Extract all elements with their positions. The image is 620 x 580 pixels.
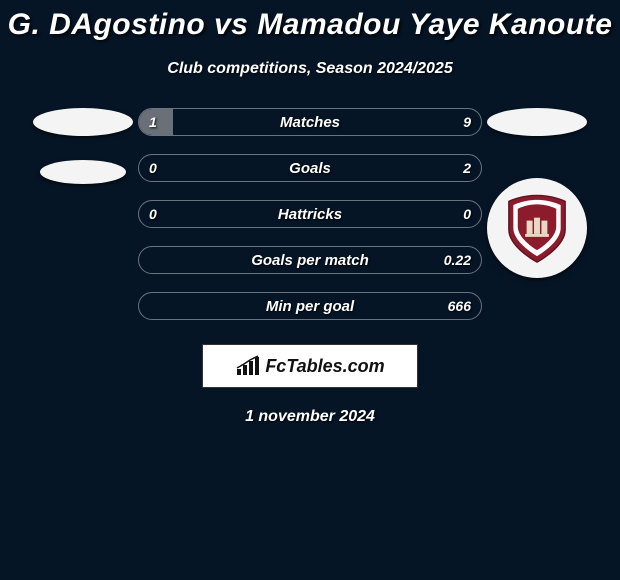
stat-row-goals: 0Goals2 <box>138 154 482 182</box>
stat-label: Hattricks <box>139 201 481 227</box>
stat-right-value: 666 <box>448 293 471 319</box>
stat-left-value: 0 <box>149 201 157 227</box>
stat-right-value: 0 <box>463 201 471 227</box>
stat-row-matches: 1Matches9 <box>138 108 482 136</box>
stat-left-value: 0 <box>149 155 157 181</box>
fctables-logo[interactable]: FcTables.com <box>202 344 418 388</box>
stat-label: Goals per match <box>139 247 481 273</box>
right-badge-column: TRAPANI <box>482 108 592 278</box>
left-badge-placeholder-2 <box>40 160 126 184</box>
stat-row-hattricks: 0Hattricks0 <box>138 200 482 228</box>
stat-label: Matches <box>139 109 481 135</box>
left-badge-placeholder-1 <box>33 108 133 136</box>
stat-label: Goals <box>139 155 481 181</box>
stat-bars: 1Matches90Goals20Hattricks0Goals per mat… <box>138 108 482 320</box>
comparison-area: 1Matches90Goals20Hattricks0Goals per mat… <box>0 108 620 320</box>
shield-icon: TRAPANI <box>500 191 574 265</box>
stat-right-value: 0.22 <box>444 247 471 273</box>
stat-row-goals-per-match: Goals per match0.22 <box>138 246 482 274</box>
date-text: 1 november 2024 <box>0 408 620 426</box>
logo-text: FcTables.com <box>265 356 384 377</box>
right-badge-placeholder-1 <box>487 108 587 136</box>
subtitle: Club competitions, Season 2024/2025 <box>0 60 620 78</box>
bar-fill-left <box>139 109 173 135</box>
chart-icon <box>235 355 261 377</box>
stat-right-value: 9 <box>463 109 471 135</box>
stat-row-min-per-goal: Min per goal666 <box>138 292 482 320</box>
page-title: G. DAgostino vs Mamadou Yaye Kanoute <box>0 0 620 42</box>
stat-label: Min per goal <box>139 293 481 319</box>
stat-right-value: 2 <box>463 155 471 181</box>
right-club-crest: TRAPANI <box>487 178 587 278</box>
svg-text:TRAPANI: TRAPANI <box>524 208 550 214</box>
left-badge-column <box>28 108 138 184</box>
